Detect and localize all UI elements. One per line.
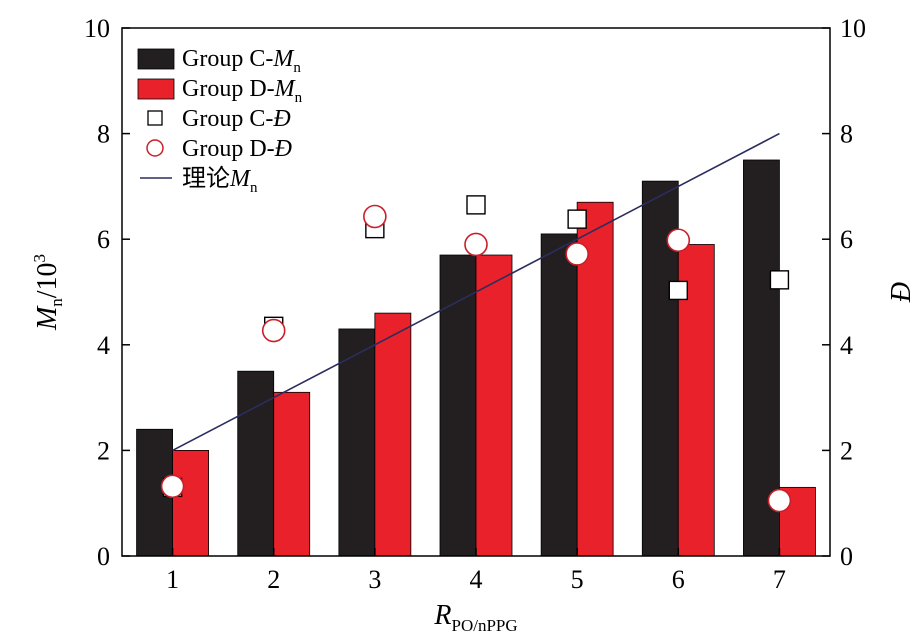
y-left-label-sup: 3 [30,254,49,263]
bar-series1-cat3 [338,328,376,557]
marker-circle-cat4 [464,232,488,257]
x-tick-label: 4 [470,565,483,594]
x-tick-label: 5 [571,565,584,594]
x-tick-label: 6 [672,565,685,594]
y-right-tick-label: 6 [840,225,853,254]
legend-swatch-bar1 [137,48,175,70]
marker-square-cat4 [466,195,486,215]
x-tick-label: 3 [368,565,381,594]
legend-label-line: 理论Mn [182,165,258,196]
legend-marker-circle [146,139,164,157]
marker-circle-cat7 [767,488,792,513]
y-right-tick-label: 2 [840,436,853,465]
legend-label-scatter2: Group D-Đ [182,136,292,162]
bar-series2-cat1 [172,449,209,557]
legend-label-bar2: Group D-Mn [182,76,303,106]
marker-circle-cat1 [160,474,185,499]
marker-square-cat7 [769,270,790,290]
y-left-label-sub: n [47,298,66,307]
y-left-tick-label: 10 [84,14,110,43]
y-left-tick-label: 6 [97,225,110,254]
bar-series1-cat4 [439,254,477,557]
bar-series1-cat2 [237,370,275,557]
legend-swatch-bar2 [137,78,175,100]
x-tick-label: 7 [773,565,786,594]
x-tick-label: 1 [166,565,179,594]
marker-circle-cat3 [363,204,387,229]
y-left-label-rest: /10 [32,262,63,298]
bars-layer [136,159,816,557]
y-right-tick-label: 8 [840,120,853,149]
y-axis-right-title: Đ [886,282,917,303]
y-left-label-italic: M [32,305,63,331]
marker-square-cat5 [567,209,587,229]
marker-circle-cat2 [261,318,286,343]
bar-series2-cat2 [273,391,311,557]
bar-series2-cat3 [374,312,412,557]
marker-circle-cat5 [565,242,589,266]
y-right-tick-label: 4 [840,331,853,360]
y-right-tick-label: 0 [840,542,853,571]
legend-marker-square [147,110,163,126]
legend-label-bar1: Group C-Mn [182,46,301,76]
x-axis-title: RPO/nPPG [433,600,517,635]
y-left-tick-label: 4 [97,331,110,360]
legend-label-scatter1: Group C-Đ [182,106,291,132]
theory-line-layer [172,132,780,452]
theory-mn-line [172,132,780,452]
y-axis-left-title: Mn/103 [30,254,66,331]
x-label-sub: PO/nPPG [451,616,517,635]
bar-series1-cat7 [743,159,780,557]
marker-circle-cat6 [666,228,691,253]
y-right-tick-label: 10 [840,14,866,43]
x-label-italic: R [433,600,451,631]
x-tick-label: 2 [267,565,280,594]
markers-layer [160,195,792,513]
marker-square-cat6 [668,280,688,301]
y-left-tick-label: 2 [97,436,110,465]
y-left-tick-label: 8 [97,120,110,149]
bar-series2-cat4 [475,254,513,557]
y-left-tick-label: 0 [97,542,110,571]
bar-series1-cat5 [540,233,578,557]
